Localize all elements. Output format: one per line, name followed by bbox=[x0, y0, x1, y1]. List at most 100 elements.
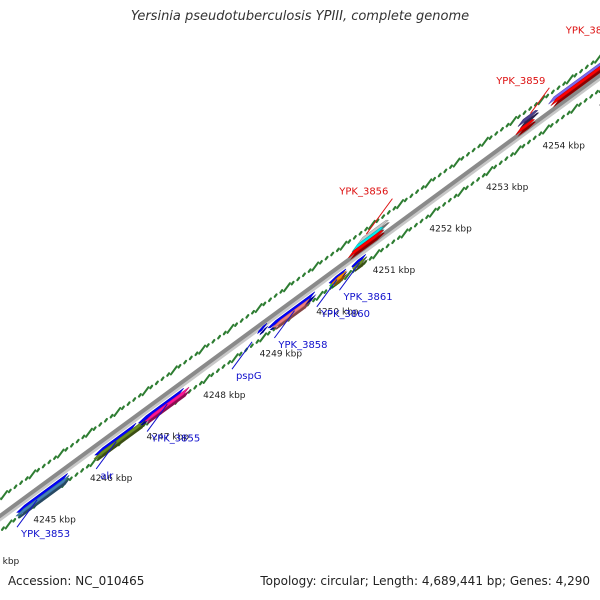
outer-tick-mark bbox=[169, 365, 178, 376]
label-leader-line bbox=[231, 341, 253, 370]
outer-tick-mark bbox=[0, 490, 9, 501]
inner-tick-mark bbox=[266, 330, 271, 336]
tick-label: 4254 kbp bbox=[543, 141, 586, 151]
inner-tick-mark bbox=[391, 239, 396, 245]
feature-arrow bbox=[272, 298, 310, 328]
outer-tick-mark bbox=[499, 126, 504, 132]
inner-tick-mark bbox=[238, 351, 243, 357]
feature-layer bbox=[15, 62, 600, 519]
feature-arrow bbox=[515, 119, 536, 136]
feature-arrow bbox=[15, 475, 70, 517]
tick-label: 4253 kbp bbox=[486, 183, 529, 193]
outer-tick-mark bbox=[126, 401, 131, 406]
inner-tick-mark bbox=[425, 214, 430, 220]
inner-tick-mark bbox=[527, 139, 532, 145]
tick-label: 4245 kbp bbox=[33, 516, 76, 526]
outer-tick-mark bbox=[222, 330, 227, 336]
label-leader-line bbox=[365, 198, 393, 235]
outer-tick-mark bbox=[386, 210, 391, 215]
outer-tick-mark bbox=[481, 136, 489, 147]
inner-tick-mark bbox=[555, 118, 560, 124]
inner-tick-mark bbox=[68, 476, 73, 482]
outer-tick-mark bbox=[19, 480, 24, 485]
backbone-layer bbox=[0, 72, 600, 522]
gene-label: YPK_3862 bbox=[565, 25, 600, 36]
inner-tick-mark bbox=[594, 89, 599, 95]
feature-arrow-shadow bbox=[274, 300, 312, 330]
feature-arrow-shadow bbox=[552, 69, 600, 108]
inner-tick-mark bbox=[187, 389, 192, 394]
outer-tick-mark bbox=[177, 363, 182, 369]
outer-tick-mark bbox=[113, 406, 122, 417]
inner-tick-mark bbox=[566, 110, 571, 116]
outer-tick-mark bbox=[375, 218, 380, 224]
outer-tick-mark bbox=[36, 467, 41, 473]
outer-tick-mark bbox=[251, 309, 256, 315]
outer-tick-mark bbox=[443, 168, 448, 174]
outer-tick-mark bbox=[92, 426, 97, 431]
label-leader-line bbox=[339, 262, 360, 291]
label-leader-line bbox=[273, 310, 295, 339]
tick-label: 4251 kbp bbox=[373, 266, 416, 276]
inner-tick-mark bbox=[549, 123, 554, 128]
outer-tick-mark bbox=[339, 240, 348, 251]
outer-tick-mark bbox=[494, 131, 499, 136]
outer-tick-mark bbox=[590, 60, 595, 66]
feature-arrow-shadow bbox=[333, 273, 349, 287]
outer-tick-mark bbox=[279, 289, 284, 294]
outer-tick-mark bbox=[424, 178, 433, 189]
outer-tick-mark bbox=[301, 272, 306, 278]
label-leader-line bbox=[530, 87, 550, 114]
label-leader-line bbox=[146, 403, 168, 432]
inner-tick-mark bbox=[589, 93, 594, 99]
outer-tick-mark bbox=[358, 230, 363, 236]
outer-tick-mark bbox=[311, 261, 320, 272]
outer-tick-mark bbox=[85, 427, 93, 438]
outer-tick-mark bbox=[64, 447, 69, 452]
inner-tick-mark bbox=[504, 156, 509, 161]
inner-tick-mark bbox=[436, 206, 441, 211]
tick-label: 4244 kbp bbox=[0, 557, 20, 567]
feature-arrow bbox=[16, 473, 68, 513]
inner-tick-mark bbox=[198, 380, 203, 386]
outer-tick-mark bbox=[409, 193, 414, 199]
inner-tick-mark bbox=[193, 384, 198, 390]
inner-tick-mark bbox=[4, 519, 13, 530]
feature-arrow-shadow bbox=[259, 325, 269, 336]
inner-tick-mark bbox=[315, 290, 324, 301]
genome-stats-text: Topology: circular; Length: 4,689,441 bp… bbox=[260, 574, 590, 588]
inner-tick-mark bbox=[272, 326, 277, 332]
feature-arrow bbox=[357, 219, 389, 245]
gene-label: YPK_3861 bbox=[342, 292, 392, 303]
inner-tick-mark bbox=[202, 373, 211, 384]
feature-arrow-shadow bbox=[517, 121, 536, 138]
outer-tick-mark bbox=[273, 293, 278, 298]
feature-arrow bbox=[257, 322, 268, 335]
outer-tick-mark bbox=[262, 301, 267, 307]
inner-tick-mark bbox=[457, 186, 466, 197]
outer-tick-mark bbox=[53, 455, 58, 461]
tick-label: 4247 kbp bbox=[147, 432, 190, 442]
outer-tick-mark bbox=[109, 413, 114, 419]
outer-tick-mark bbox=[239, 318, 244, 323]
outer-tick-mark bbox=[573, 72, 578, 78]
outer-tick-mark bbox=[166, 372, 171, 377]
outer-tick-mark bbox=[70, 442, 75, 448]
outer-tick-mark bbox=[194, 351, 199, 357]
feature-arrow bbox=[94, 422, 137, 456]
inner-tick-mark bbox=[476, 177, 481, 182]
outer-tick-mark bbox=[141, 386, 150, 397]
outer-tick-mark bbox=[254, 303, 263, 314]
outer-tick-mark bbox=[471, 147, 476, 153]
inner-tick-mark bbox=[428, 207, 437, 218]
outer-tick-mark bbox=[132, 397, 137, 402]
outer-tick-mark bbox=[367, 219, 376, 230]
outer-tick-mark bbox=[579, 68, 584, 74]
outer-tick-mark bbox=[565, 74, 574, 85]
accession-text: Accession: NC_010465 bbox=[8, 574, 145, 588]
tick-label: 4252 kbp bbox=[429, 225, 472, 235]
outer-tick-mark bbox=[81, 434, 86, 440]
label-leader-line bbox=[316, 279, 338, 308]
gene-label: YPK_3859 bbox=[495, 76, 545, 87]
outer-tick-mark bbox=[488, 135, 493, 140]
